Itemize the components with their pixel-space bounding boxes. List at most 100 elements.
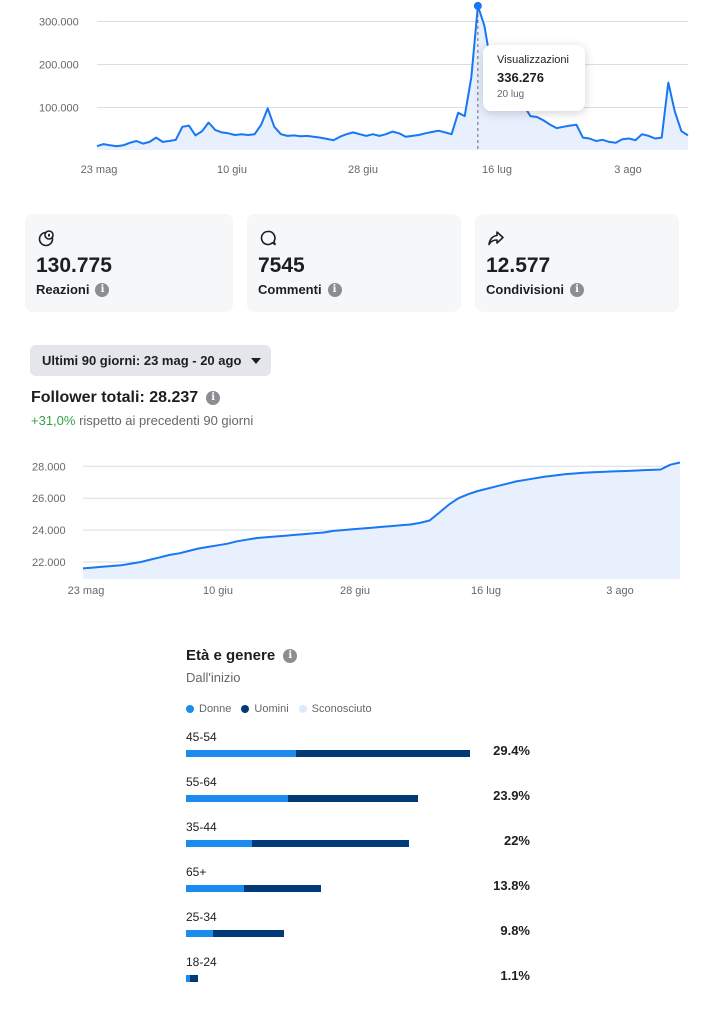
views-x-tick: 3 ago — [614, 164, 642, 176]
age-bar — [186, 795, 418, 802]
followers-chart: 28.000 26.000 24.000 22.000 23 mag 10 giu 28 g… — [0, 440, 717, 605]
info-icon[interactable]: i — [327, 282, 342, 297]
bar-segment-women — [186, 885, 244, 892]
followers-y-tick: 22.000 — [32, 557, 66, 569]
bar-segment-women — [186, 750, 296, 757]
followers-y-tick: 24.000 — [32, 525, 66, 537]
age-bar — [186, 750, 470, 757]
followers-chart-svg: 28.000 26.000 24.000 22.000 23 mag 10 giu 28 g… — [32, 461, 681, 597]
legend-label: Sconosciuto — [311, 703, 372, 715]
metric-label: Condivisioni i — [486, 282, 584, 297]
age-label: 18-24 — [186, 955, 217, 969]
metric-card-comments: 7545 Commenti i — [247, 214, 461, 312]
views-y-tick: 200.000 — [39, 60, 79, 72]
followers-x-tick: 3 ago — [606, 585, 634, 597]
followers-area — [83, 462, 680, 579]
metric-value: 12.577 — [486, 254, 551, 277]
info-icon[interactable]: i — [95, 282, 110, 297]
bar-segment-men — [190, 975, 198, 982]
followers-x-tick: 16 lug — [471, 585, 501, 597]
followers-y-tick: 28.000 — [32, 461, 66, 473]
age-label: 25-34 — [186, 910, 217, 924]
legend-item-men: Uomini — [241, 703, 289, 715]
bar-segment-men — [244, 885, 321, 892]
tooltip-date: 20 lug — [497, 89, 525, 100]
age-row: 18-24 1.1% — [186, 955, 536, 995]
age-label: 45-54 — [186, 730, 217, 744]
bar-segment-men — [296, 750, 470, 757]
age-label: 65+ — [186, 865, 207, 879]
bar-segment-men — [252, 840, 409, 847]
views-y-tick: 300.000 — [39, 17, 79, 29]
views-tooltip: Visualizzazioni 336.276 20 lug — [483, 45, 585, 111]
demographics-legend: Donne Uomini Sconosciuto — [186, 703, 372, 715]
info-icon[interactable]: i — [283, 648, 298, 663]
metric-value: 130.775 — [36, 254, 112, 277]
metric-card-reactions: 130.775 Reazioni i — [25, 214, 233, 312]
age-bar — [186, 840, 409, 847]
tooltip-value: 336.276 — [497, 70, 544, 85]
bar-segment-men — [213, 930, 284, 937]
metric-label-text: Commenti — [258, 282, 322, 297]
followers-x-tick: 23 mag — [68, 585, 105, 597]
age-row: 65+ 13.8% — [186, 865, 536, 905]
bar-segment-women — [186, 795, 288, 802]
followers-title-text: Follower totali: 28.237 — [31, 389, 199, 406]
legend-label: Donne — [199, 703, 232, 715]
followers-y-tick: 26.000 — [32, 493, 66, 505]
comment-icon — [260, 230, 276, 246]
views-x-tick: 28 giu — [348, 164, 378, 176]
info-icon[interactable]: i — [206, 391, 221, 405]
bar-segment-men — [288, 795, 418, 802]
age-percentage: 29.4% — [493, 743, 530, 758]
legend-label: Uomini — [254, 703, 289, 715]
age-row: 45-54 29.4% — [186, 730, 536, 770]
legend-dot-unknown — [298, 705, 307, 713]
info-icon[interactable]: i — [570, 282, 584, 297]
metric-label: Reazioni i — [36, 282, 110, 297]
metric-card-shares: 12.577 Condivisioni i — [475, 214, 679, 312]
age-percentage: 13.8% — [493, 878, 530, 893]
views-line — [96, 4, 689, 148]
followers-change-suffix: rispetto ai precedenti 90 giorni — [75, 413, 254, 428]
age-row: 35-44 22% — [186, 820, 536, 860]
bar-segment-women — [186, 840, 252, 847]
followers-line — [82, 461, 681, 570]
metric-value: 7545 — [258, 254, 305, 277]
age-bar — [186, 975, 198, 982]
views-x-tick: 10 giu — [217, 164, 247, 176]
legend-item-unknown: Sconosciuto — [298, 703, 372, 715]
legend-dot-women — [186, 705, 194, 713]
metric-label-text: Reazioni — [36, 282, 90, 297]
followers-change: +31,0% rispetto ai precedenti 90 giorni — [31, 413, 253, 428]
share-icon — [488, 231, 504, 246]
age-row: 55-64 23.9% — [186, 775, 536, 815]
age-label: 55-64 — [186, 775, 217, 789]
followers-x-tick: 10 giu — [203, 585, 233, 597]
views-area — [97, 5, 688, 151]
demographics-title: Età e genere i — [186, 647, 298, 664]
metric-label: Commenti i — [258, 282, 342, 297]
demographics-subtitle: Dall'inizio — [186, 670, 241, 685]
demographics-title-text: Età e genere — [186, 647, 276, 664]
metric-label-text: Condivisioni — [486, 282, 564, 297]
caret-down-icon — [251, 357, 262, 364]
age-label: 35-44 — [186, 820, 217, 834]
legend-item-women: Donne — [186, 703, 231, 715]
bar-segment-women — [186, 975, 190, 982]
followers-title: Follower totali: 28.237 i — [31, 389, 221, 407]
age-bar — [186, 885, 321, 892]
views-highlight-point[interactable] — [473, 1, 482, 10]
views-x-tick: 16 lug — [482, 164, 512, 176]
bar-segment-women — [186, 930, 213, 937]
reactions-icon — [38, 230, 54, 247]
followers-change-value: +31,0% — [31, 413, 76, 428]
period-selector-button[interactable]: Ultimi 90 giorni: 23 mag - 20 ago — [30, 345, 271, 376]
age-percentage: 9.8% — [500, 923, 530, 938]
views-chart: 300.000 200.000 100.000 23 mag 10 giu 28 giu 1… — [0, 0, 717, 185]
age-percentage: 1.1% — [500, 968, 530, 983]
age-percentage: 22% — [503, 833, 530, 848]
tooltip-label: Visualizzazioni — [497, 54, 569, 66]
age-bar — [186, 930, 284, 937]
views-chart-svg: 300.000 200.000 100.000 23 mag 10 giu 28 giu 1… — [39, 1, 689, 176]
